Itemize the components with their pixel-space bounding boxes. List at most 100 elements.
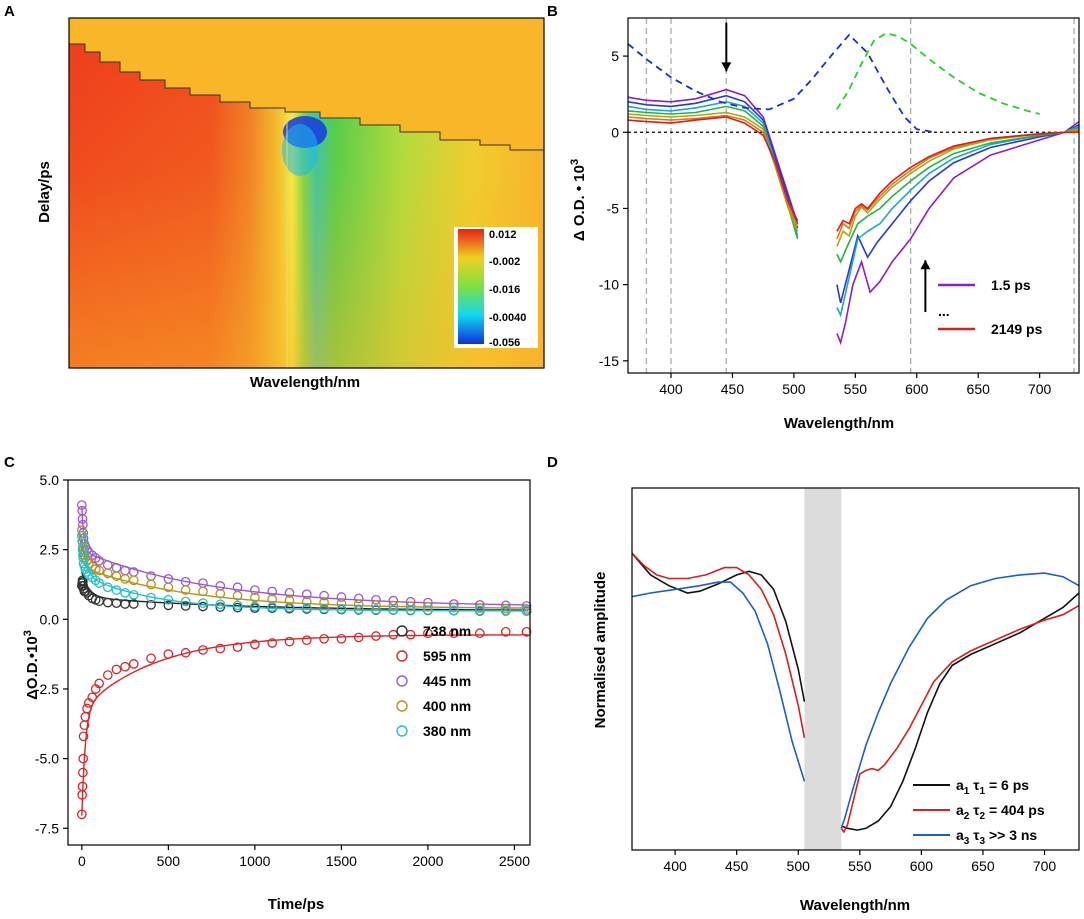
spectrum-line [627, 114, 799, 228]
legend-label-595: 595 nm [423, 648, 471, 664]
data-point [76, 500, 87, 510]
data-point [94, 578, 104, 588]
data-point [215, 599, 226, 610]
x-tick-label: 700 [1033, 858, 1057, 874]
data-point [94, 678, 104, 689]
data-point [474, 628, 485, 639]
data-point [500, 605, 511, 616]
data-point [78, 576, 88, 587]
data-point [319, 597, 329, 608]
panel-letter-c: C [4, 454, 15, 471]
spectrum-line [836, 131, 1079, 232]
spectra-series [627, 32, 1080, 346]
data-point [267, 638, 278, 648]
fit-curve [81, 538, 529, 612]
data-point [353, 604, 364, 615]
data-point [371, 600, 381, 610]
data-point [371, 604, 381, 615]
data-point [449, 628, 459, 639]
heatmap-timezero-boundary [69, 43, 544, 151]
data-point [388, 600, 399, 611]
data-point [102, 582, 113, 593]
x-tick-label: 400 [663, 858, 687, 874]
data-point [319, 590, 329, 601]
data-point [82, 567, 92, 577]
data-point [301, 603, 312, 614]
x-tick-label: 400 [659, 381, 683, 397]
data-point [102, 670, 113, 680]
data-point [388, 629, 399, 640]
data-point [128, 659, 139, 669]
y-tick-label: 5.0 [40, 472, 60, 488]
legend-label-445: 445 nm [423, 673, 471, 689]
y-axis-title: ΔO.D.•103 [22, 630, 41, 700]
colorbar-label-3: -0.016 [489, 284, 520, 296]
y-tick-label: -2.5 [35, 681, 59, 697]
spectrum-line [836, 123, 1080, 304]
legend: a1 τ1 = 6 ps a2 τ2 = 404 ps a3 τ3 >> 3 n… [913, 777, 1045, 847]
data-point [232, 600, 243, 611]
data-point [94, 555, 104, 566]
das-line [631, 552, 806, 702]
data-point [111, 571, 122, 581]
legend-label-a1: a1 τ1 = 6 ps [956, 777, 1029, 797]
spectrum-line [627, 94, 799, 229]
das-line [840, 604, 1080, 834]
legend-label-a2: a2 τ2 = 404 ps [956, 802, 1045, 822]
data-point [215, 588, 226, 599]
panel-letter-b: B [547, 3, 558, 20]
data-point [94, 565, 104, 576]
arrow-head [721, 62, 732, 72]
data-point [146, 579, 156, 590]
x-tick-label: 2500 [499, 853, 530, 869]
data-point [111, 664, 122, 675]
x-tick-label: 650 [971, 858, 995, 874]
y-axis-title: Normalised amplitude [592, 572, 609, 729]
legend-label-380: 380 nm [423, 723, 471, 739]
x-tick-label: 600 [905, 381, 929, 397]
legend-label-last: 2149 ps [991, 321, 1043, 337]
data-point [78, 731, 89, 742]
data-point [87, 692, 98, 703]
legend-marker-380 [396, 725, 408, 737]
excluded-region-shading [804, 488, 842, 850]
x-tick-label: 500 [157, 853, 181, 869]
legend-label-first: 1.5 ps [991, 277, 1031, 293]
data-point [163, 582, 174, 593]
colorbar-gradient [458, 229, 484, 344]
x-tick-label: 1500 [326, 853, 357, 869]
arrow-head [920, 260, 931, 270]
y-tick-label: 0 [611, 124, 619, 140]
x-tick-label: 500 [782, 381, 806, 397]
data-point [198, 598, 208, 609]
data-point [521, 627, 532, 637]
x-axis-ticks: 400 450 500 550 600 650 700 [663, 850, 1056, 874]
data-point [120, 565, 130, 576]
y-axis-ticks: 5.0 2.5 0.0 -2.5 -5.0 -7.5 [35, 472, 68, 836]
spectrum-line [836, 120, 1080, 346]
data-point [163, 600, 174, 611]
legend-label-738: 738 nm [423, 623, 471, 639]
data-point [76, 525, 87, 536]
data-point [146, 592, 156, 603]
legend-label-a3: a3 τ3 >> 3 ns [956, 827, 1037, 847]
data-point [500, 600, 511, 611]
data-point [102, 568, 113, 579]
x-axis-ticks: 0 500 1000 1500 2000 2500 [78, 845, 530, 869]
data-point [474, 599, 485, 610]
heatmap-negative-halo [282, 124, 318, 176]
panel-b-spectra: B 400 450 500 550 600 650 700 5 0 -5 -10 -15 1.5 p… [547, 3, 1080, 432]
x-axis-title: Wavelength/nm [784, 415, 894, 432]
y-tick-label: 0.0 [40, 611, 60, 627]
data-point [82, 587, 92, 598]
x-tick-label: 0 [78, 853, 86, 869]
x-tick-label: 600 [910, 858, 934, 874]
data-point [301, 635, 312, 646]
data-point [232, 590, 243, 601]
data-point [405, 629, 416, 640]
data-point [423, 597, 433, 608]
data-point [198, 601, 208, 612]
panel-a-heatmap: A 0.012 -0.002 -0.016 -0.0040 -0.056 Wav… [4, 3, 545, 391]
data-point [128, 599, 139, 609]
data-point [521, 601, 532, 611]
